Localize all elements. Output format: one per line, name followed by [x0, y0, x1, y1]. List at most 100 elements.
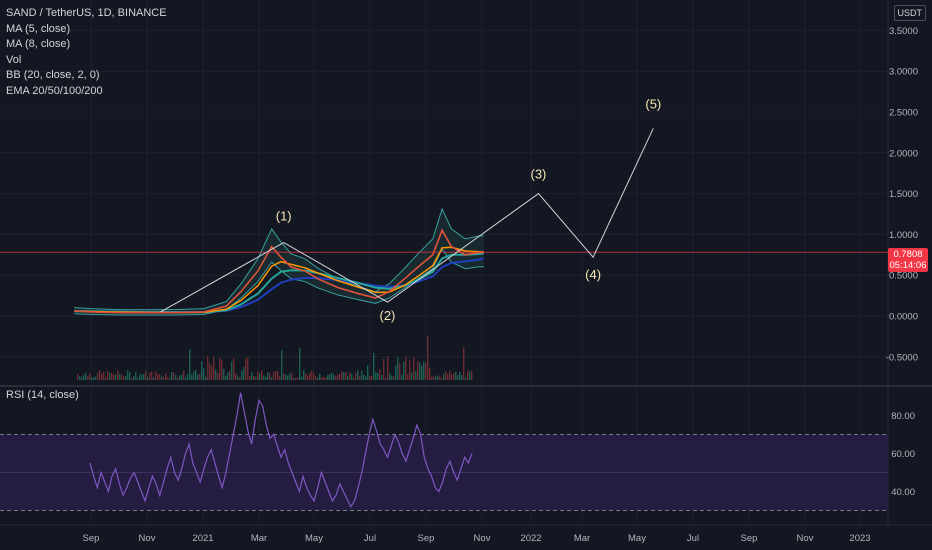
volume-bar — [229, 370, 231, 380]
volume-bar — [263, 375, 265, 380]
wave-label: (3) — [531, 167, 547, 182]
volume-bar — [279, 376, 281, 380]
volume-bar — [435, 376, 437, 380]
volume-bar — [83, 374, 85, 380]
volume-bar — [295, 377, 297, 380]
volume-bar — [273, 371, 275, 380]
volume-bar — [117, 370, 119, 380]
volume-bar — [453, 372, 455, 380]
volume-bar — [433, 376, 435, 380]
volume-bar — [303, 370, 305, 380]
volume-bar — [329, 374, 331, 380]
volume-bar — [341, 371, 343, 380]
volume-bar — [231, 361, 233, 380]
volume-bar — [399, 363, 401, 380]
volume-bar — [305, 373, 307, 380]
wave-label: (4) — [585, 267, 601, 282]
volume-bar — [269, 373, 271, 380]
volume-bar — [185, 377, 187, 380]
volume-bar — [429, 367, 431, 380]
volume-bar — [401, 375, 403, 380]
volume-bar — [315, 376, 317, 380]
indicator-bb[interactable]: BB (20, close, 2, 0) — [6, 69, 100, 81]
volume-bar — [183, 370, 185, 380]
volume-bar — [405, 356, 407, 380]
volume-bar — [313, 372, 315, 380]
indicator-ema[interactable]: EMA 20/50/100/200 — [6, 84, 103, 97]
volume-bar — [415, 371, 417, 380]
volume-bar — [91, 377, 93, 380]
indicator-ma8[interactable]: MA (8, close) — [6, 38, 71, 50]
time-tick-label: Jul — [364, 533, 376, 544]
volume-bar — [323, 376, 325, 380]
volume-bar — [471, 370, 473, 380]
volume-bar — [299, 347, 301, 380]
volume-bar — [153, 377, 155, 380]
volume-bar — [213, 356, 215, 380]
currency-label[interactable]: USDT — [893, 5, 926, 21]
indicator-ma5[interactable]: MA (5, close) — [6, 22, 71, 35]
volume-bar — [327, 374, 329, 380]
volume-bar — [151, 371, 153, 380]
volume-bar — [87, 376, 89, 380]
volume-bar — [149, 372, 151, 380]
volume-bar — [397, 357, 399, 380]
volume-bar — [221, 359, 223, 380]
volume-bar — [321, 377, 323, 380]
volume-bar — [335, 375, 337, 380]
volume-bar — [425, 362, 427, 380]
wave-count-line — [160, 128, 654, 313]
volume-bar — [467, 370, 469, 380]
symbol-title[interactable]: SAND / TetherUS, 1D, BINANCE — [6, 7, 167, 19]
volume-bar — [293, 377, 295, 380]
volume-bar — [441, 377, 443, 380]
indicator-vol[interactable]: Vol — [6, 53, 22, 66]
volume-bar — [215, 369, 217, 380]
volume-bar — [423, 361, 425, 380]
volume-bar — [319, 373, 321, 380]
volume-bar — [115, 374, 117, 380]
volume-bar — [463, 347, 465, 380]
time-tick-label: May — [305, 533, 323, 544]
volume-bar — [143, 374, 145, 380]
volume-bar — [89, 373, 91, 380]
wave-label: (2) — [380, 308, 396, 323]
volume-bar — [103, 371, 105, 380]
volume-bar — [121, 374, 123, 380]
volume-bar — [457, 375, 459, 380]
volume-bar — [251, 372, 253, 380]
volume-bar — [179, 375, 181, 380]
volume-bar — [249, 376, 251, 380]
volume-bar — [347, 375, 349, 380]
volume-bar — [119, 374, 121, 380]
volume-bar — [211, 366, 213, 380]
price-tick-label: 0.0000 — [889, 312, 918, 323]
price-tick-label: -0.5000 — [886, 352, 918, 363]
time-tick-label: Nov — [797, 533, 814, 544]
price-tick-label: 3.5000 — [889, 26, 918, 37]
volume-bar — [411, 372, 413, 380]
price-tick-label: 3.0000 — [889, 67, 918, 78]
volume-bar — [419, 362, 421, 380]
volume-bar — [207, 356, 209, 380]
volume-bar — [159, 374, 161, 380]
volume-bar — [277, 370, 279, 380]
time-tick-label: Sep — [83, 533, 100, 544]
volume-bar — [111, 372, 113, 380]
volume-bar — [243, 367, 245, 380]
volume-bar — [449, 370, 451, 380]
rsi-legend[interactable]: RSI (14, close) — [6, 389, 79, 401]
volume-bar — [361, 370, 363, 380]
volume-bar — [343, 372, 345, 380]
volume-bar — [201, 361, 203, 380]
volume-bar — [97, 372, 99, 380]
volume-bar — [127, 370, 129, 380]
time-tick-label: Mar — [574, 533, 590, 544]
volume-bar — [95, 376, 97, 380]
volume-bar — [191, 374, 193, 380]
volume-bar — [259, 373, 261, 380]
time-tick-label: May — [628, 533, 646, 544]
volume-bar — [169, 377, 171, 380]
volume-bar — [409, 360, 411, 380]
